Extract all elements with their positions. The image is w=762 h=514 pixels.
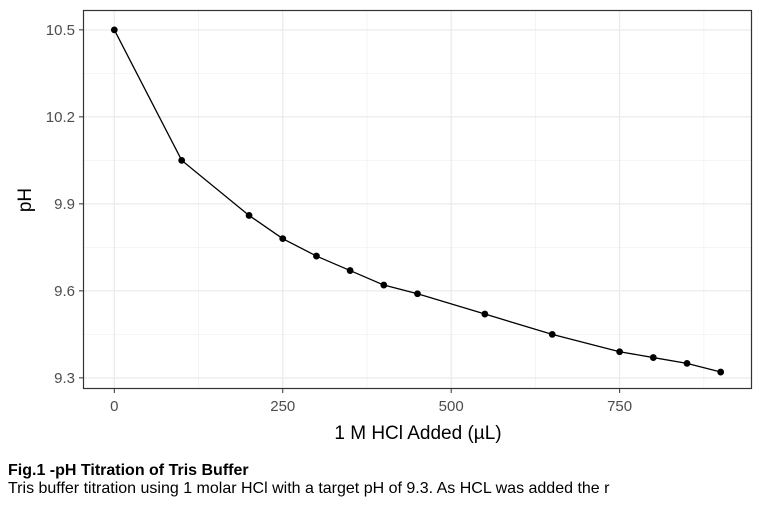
x-tick-label: 500 xyxy=(439,398,464,415)
data-point xyxy=(683,359,691,367)
data-point xyxy=(548,330,556,338)
y-tick-label: 9.3 xyxy=(54,370,75,387)
data-point xyxy=(481,310,489,318)
data-point xyxy=(717,368,725,376)
data-point xyxy=(279,235,287,243)
series-line xyxy=(113,29,721,373)
x-axis-title: 1 M HCl Added (µL) xyxy=(334,423,501,444)
data-point xyxy=(313,252,320,260)
data-point xyxy=(178,156,186,164)
x-tick-label: 250 xyxy=(270,398,295,415)
data-point xyxy=(616,348,624,356)
y-tick-label: 9.6 xyxy=(54,283,75,300)
y-tick-label: 10.2 xyxy=(46,109,75,126)
y-tick-label: 10.5 xyxy=(46,22,75,39)
caption-title: Fig.1 -pH Titration of Tris Buffer xyxy=(8,462,249,479)
data-point xyxy=(110,26,118,34)
y-tick-label: 9.9 xyxy=(54,196,75,213)
x-tick-label: 750 xyxy=(607,398,632,415)
data-point xyxy=(346,267,354,274)
series-layer xyxy=(110,26,725,376)
caption-text: Tris buffer titration using 1 molar HCl … xyxy=(8,480,610,497)
plot-panel-border xyxy=(82,9,753,390)
x-tick-label: 0 xyxy=(110,398,118,415)
figure-caption: Fig.1 -pH Titration of Tris Buffer Tris … xyxy=(8,462,762,498)
data-point xyxy=(649,354,657,361)
y-axis-title: pH xyxy=(15,188,36,212)
data-point xyxy=(380,281,388,289)
data-point xyxy=(414,290,421,298)
grid-lines xyxy=(84,11,751,388)
data-point xyxy=(245,212,253,219)
titration-chart: 0 250 500 750 9.3 9.6 9.9 10.2 10.5 1 M HCl Adde… xyxy=(15,9,753,444)
axes-layer: 0 250 500 750 9.3 9.6 9.9 10.2 10.5 xyxy=(46,22,632,415)
